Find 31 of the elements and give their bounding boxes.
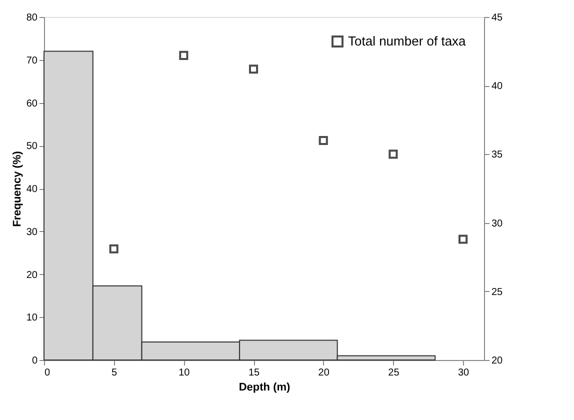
y-tick-label: 10 — [26, 312, 38, 324]
y-tick-label: 40 — [26, 184, 38, 195]
x-tick-label: 15 — [248, 368, 260, 378]
point — [109, 244, 118, 254]
x-tick-label: 5 — [112, 368, 118, 378]
legend-label: Total number of taxa — [348, 34, 467, 48]
x-tick-label: 10 — [178, 368, 190, 378]
y-tick-label: 70 — [26, 55, 38, 66]
y2-tick-label: 45 — [492, 12, 504, 24]
y-tick-label: 60 — [26, 98, 38, 110]
y-tick-label: 20 — [26, 270, 38, 281]
point — [458, 234, 468, 244]
x-tick-label: 0 — [44, 368, 50, 378]
y2-tick-label: 40 — [492, 81, 504, 92]
point — [179, 50, 188, 60]
y2-tick-label: 30 — [492, 218, 504, 230]
x-tick-label: 25 — [388, 368, 400, 378]
y-axis-title: Frequency (%) — [11, 150, 24, 227]
y-tick-label: 30 — [26, 226, 38, 238]
y2-tick-label: 35 — [492, 150, 504, 161]
x-tick-label: 20 — [318, 368, 330, 378]
y2-tick-label: 20 — [492, 356, 504, 366]
x-axis-title: Depth (m) — [238, 382, 290, 394]
y2-tick-label: 25 — [492, 286, 504, 298]
y-tick-label: 80 — [26, 12, 38, 24]
x-tick-label: 30 — [458, 368, 470, 378]
y-tick-label: 0 — [32, 356, 38, 366]
point — [388, 150, 398, 159]
point — [248, 64, 258, 74]
point — [318, 136, 328, 146]
y-tick-label: 50 — [26, 141, 38, 152]
